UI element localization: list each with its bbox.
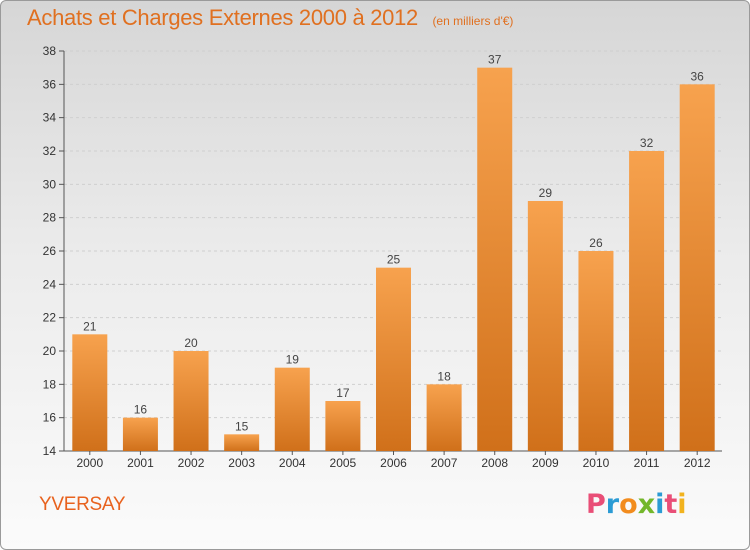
proxiti-logo: Proxiti (586, 489, 687, 520)
y-tick-label: 36 (43, 77, 57, 91)
y-tick-label: 20 (43, 344, 57, 358)
logo-letter: o (619, 489, 638, 520)
x-tick-label: 2005 (330, 456, 357, 470)
x-tick-label: 2003 (228, 456, 255, 470)
bar (527, 201, 563, 451)
x-tick-label: 2004 (279, 456, 306, 470)
data-label: 32 (640, 136, 654, 150)
bar (426, 384, 462, 451)
data-label: 26 (589, 236, 603, 250)
data-label: 16 (134, 403, 148, 417)
logo-letter: r (605, 489, 620, 520)
data-label: 18 (437, 369, 451, 383)
bar (224, 434, 260, 451)
bar (376, 267, 411, 451)
bar (477, 67, 513, 452)
chart-title: Achats et Charges Externes 2000 à 2012 (27, 5, 418, 30)
bar (274, 367, 310, 451)
y-tick-label: 38 (43, 44, 57, 58)
bar (325, 401, 361, 451)
data-label: 15 (235, 419, 249, 433)
x-tick-label: 2008 (481, 456, 508, 470)
x-tick-label: 2001 (127, 456, 154, 470)
y-tick-label: 22 (43, 311, 57, 325)
data-label: 20 (184, 336, 198, 350)
chart-subtitle: (en milliers d'€) (432, 14, 514, 28)
y-tick-label: 32 (43, 144, 57, 158)
bar (122, 417, 158, 451)
y-tick-label: 26 (43, 244, 57, 258)
bar (629, 151, 665, 451)
y-tick-label: 14 (43, 444, 57, 458)
logo-letter: i (655, 489, 665, 520)
x-tick-label: 2011 (634, 456, 660, 470)
commune-name: YVERSAY (39, 494, 126, 515)
bar (173, 351, 209, 451)
logo-letter: t (664, 489, 678, 520)
x-tick-label: 2009 (532, 456, 559, 470)
logo-letter: P (586, 489, 606, 520)
data-label: 29 (539, 186, 553, 200)
y-tick-label: 24 (43, 277, 57, 291)
x-tick-label: 2007 (431, 456, 458, 470)
y-tick-label: 30 (43, 177, 57, 191)
y-tick-label: 28 (43, 211, 57, 225)
y-tick-label: 34 (43, 111, 57, 125)
data-label: 19 (286, 353, 300, 367)
title-row: Achats et Charges Externes 2000 à 2012 (… (27, 5, 513, 31)
x-tick-label: 2012 (684, 456, 711, 470)
bar (679, 84, 715, 451)
x-tick-label: 2010 (583, 456, 610, 470)
x-tick-label: 2002 (178, 456, 205, 470)
bar (72, 334, 108, 451)
data-label: 36 (691, 69, 705, 83)
logo-letter: x (637, 489, 656, 520)
logo-letter: i (677, 489, 687, 520)
data-label: 21 (83, 319, 97, 333)
y-tick-label: 18 (43, 377, 57, 391)
x-tick-label: 2006 (380, 456, 407, 470)
y-tick-label: 16 (43, 411, 57, 425)
data-label: 37 (488, 53, 502, 67)
data-label: 17 (336, 386, 350, 400)
data-label: 25 (387, 253, 401, 267)
x-tick-label: 2000 (76, 456, 103, 470)
bar (578, 251, 614, 451)
